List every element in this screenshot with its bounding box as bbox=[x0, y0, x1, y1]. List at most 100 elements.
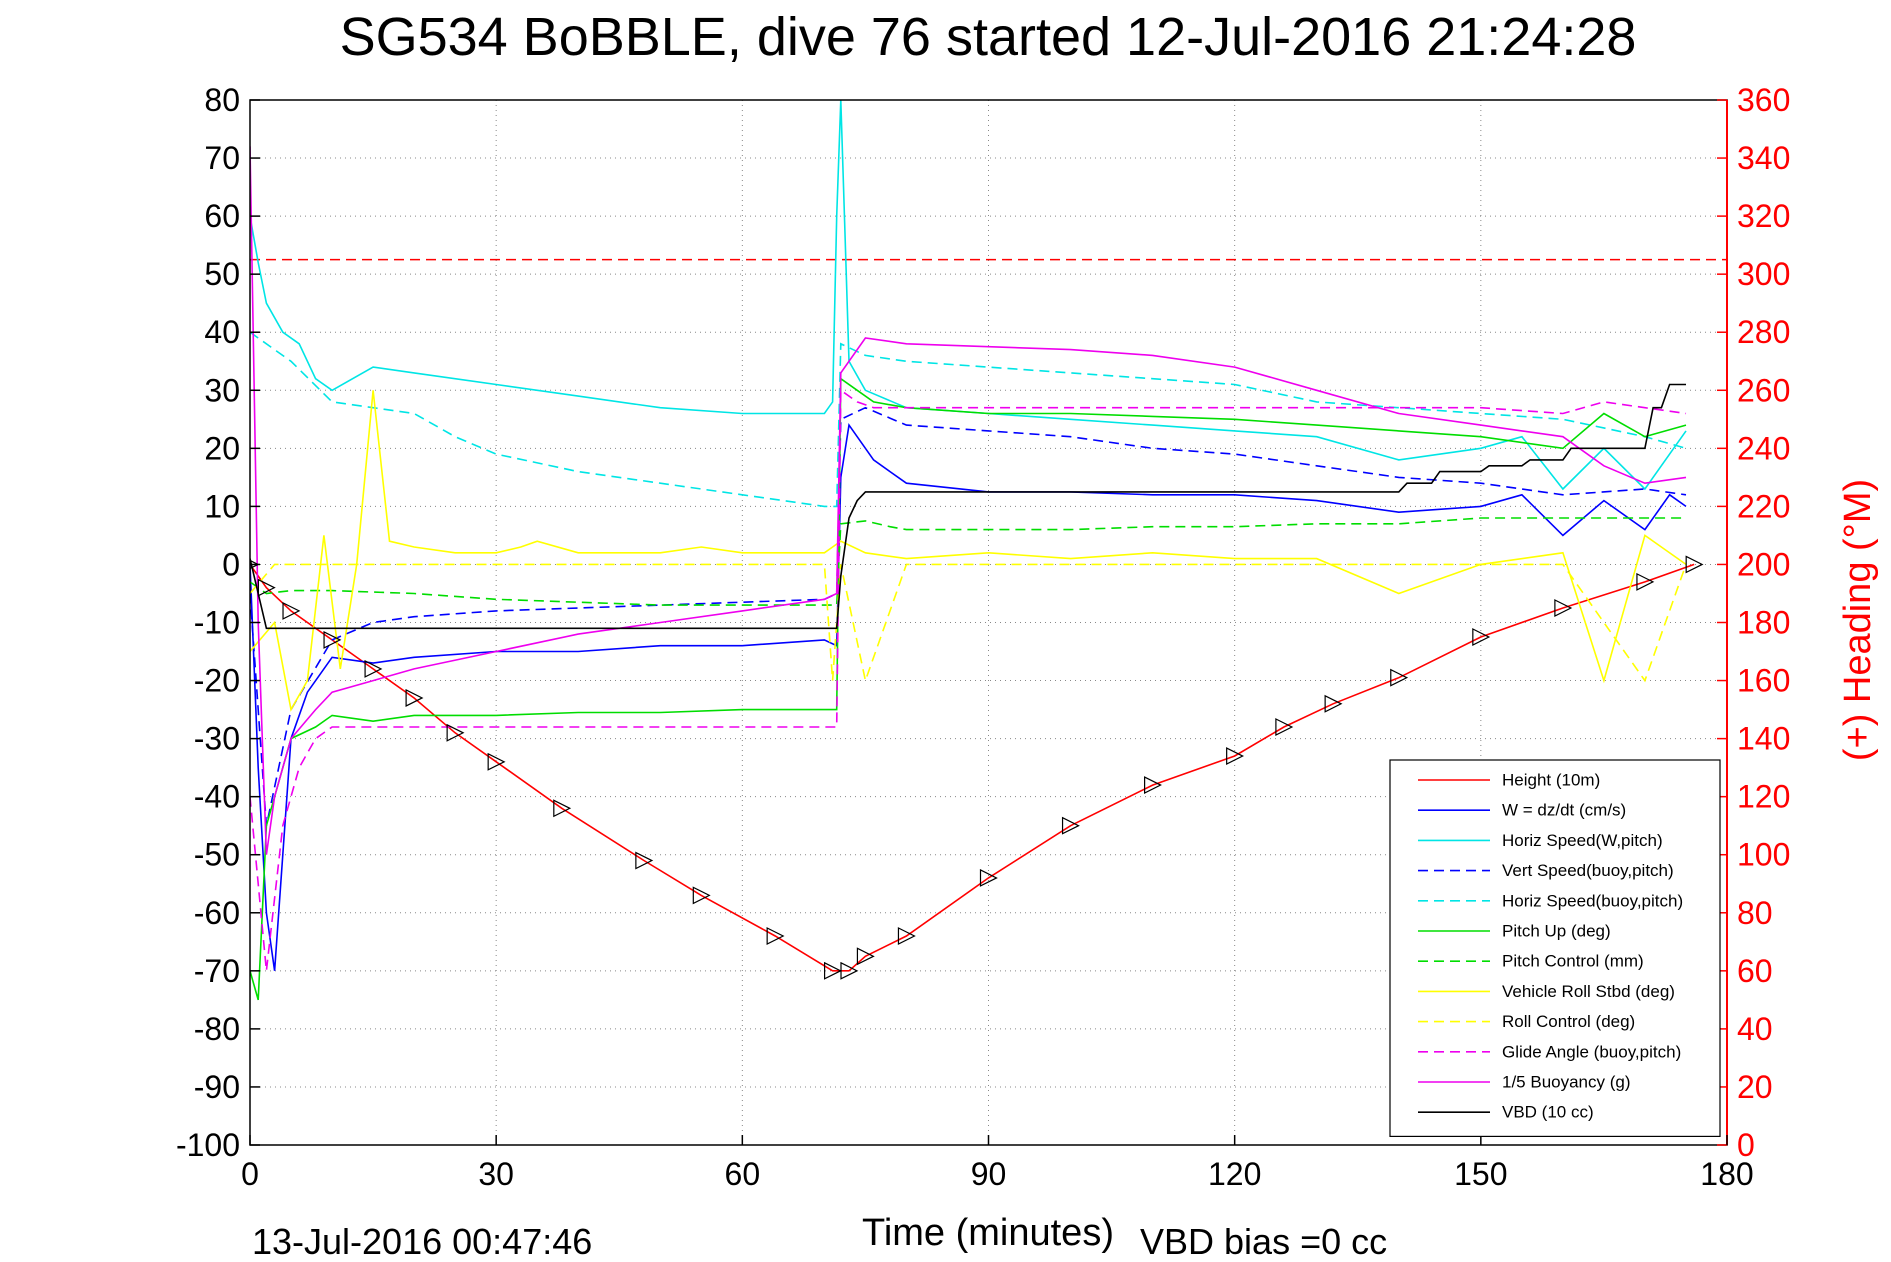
right-axis-tick-label: 260 bbox=[1737, 372, 1790, 408]
height-marker bbox=[897, 927, 916, 945]
left-axis-tick-label: -20 bbox=[194, 663, 240, 699]
x-axis-tick-label: 0 bbox=[241, 1156, 259, 1192]
right-axis-tick-label: 40 bbox=[1737, 1011, 1773, 1047]
left-axis-tick-label: -10 bbox=[194, 605, 240, 641]
series-line-vbd-10-cc bbox=[250, 383, 1686, 630]
chart-title: SG534 BoBBLE, dive 76 started 12-Jul-201… bbox=[340, 7, 1637, 67]
left-axis-tick-label: 50 bbox=[204, 256, 240, 292]
series-line-w-dz-dt-cm-s bbox=[250, 423, 1687, 971]
right-axis-tick-label: 120 bbox=[1737, 779, 1790, 815]
left-axis-tick-label: -90 bbox=[194, 1069, 240, 1105]
right-axis-tick-label: 360 bbox=[1737, 82, 1790, 118]
series-line-roll-control-deg bbox=[250, 563, 1687, 684]
left-axis-tick-label: 30 bbox=[204, 372, 240, 408]
left-axis-tick-label: -30 bbox=[194, 721, 240, 757]
left-axis-tick-label: -60 bbox=[194, 895, 240, 931]
right-axis-tick-label: 0 bbox=[1737, 1127, 1755, 1163]
legend-label-horiz-speed-w-pitch: Horiz Speed(W,pitch) bbox=[1502, 831, 1663, 850]
left-axis-tick-label: 0 bbox=[222, 546, 240, 582]
height-marker bbox=[487, 752, 506, 771]
height-marker bbox=[766, 927, 785, 945]
series-line-horiz-speed-buoy-pitch bbox=[250, 331, 1687, 508]
right-axis-tick-label: 60 bbox=[1737, 953, 1773, 989]
series-line-pitch-control-mm bbox=[250, 517, 1686, 606]
footer-date: 13-Jul-2016 00:47:46 bbox=[252, 1221, 592, 1262]
left-axis-tick-label: 80 bbox=[204, 82, 240, 118]
height-marker bbox=[1390, 668, 1409, 687]
series-line-horiz-speed-w-pitch bbox=[250, 100, 1687, 491]
right-axis-tick-label: 220 bbox=[1737, 488, 1790, 524]
right-axis-tick-label: 300 bbox=[1737, 256, 1790, 292]
right-axis-tick-label: 320 bbox=[1737, 198, 1790, 234]
height-marker bbox=[1636, 572, 1655, 591]
x-axis-tick-label: 30 bbox=[478, 1156, 514, 1192]
height-marker bbox=[553, 799, 572, 818]
x-axis-label: Time (minutes) bbox=[862, 1212, 1114, 1254]
footer-vbd-bias: VBD bias =0 cc bbox=[1140, 1221, 1387, 1262]
left-axis-tick-label: 40 bbox=[204, 314, 240, 350]
series-layer bbox=[250, 100, 1727, 1001]
series-line-vehicle-roll-stbd-deg bbox=[250, 390, 1687, 712]
right-axis-tick-label: 20 bbox=[1737, 1069, 1773, 1105]
right-axis-tick-label: 160 bbox=[1737, 663, 1790, 699]
height-marker bbox=[635, 851, 654, 870]
legend: Height (10m) W = dz/dt (cm/s) Horiz Speed(… bbox=[1389, 759, 1721, 1137]
left-axis-tick-label: -70 bbox=[194, 953, 240, 989]
height-marker bbox=[446, 723, 465, 742]
height-marker bbox=[1685, 555, 1704, 574]
series-line-height-10m bbox=[250, 563, 1695, 972]
left-axis-tick-label: 10 bbox=[204, 488, 240, 524]
left-axis-tick-label: 20 bbox=[204, 430, 240, 466]
right-axis-tick-label: 200 bbox=[1737, 546, 1790, 582]
x-axis-tick-label: 150 bbox=[1454, 1156, 1507, 1192]
height-marker bbox=[1226, 747, 1245, 765]
legend-label-1-5-buoyancy-g: 1/5 Buoyancy (g) bbox=[1502, 1073, 1631, 1092]
legend-label-pitch-control-mm: Pitch Control (mm) bbox=[1502, 952, 1644, 971]
height-marker bbox=[823, 961, 842, 980]
right-axis-tick-label: 140 bbox=[1737, 721, 1790, 757]
right-axis-tick-label: 180 bbox=[1737, 605, 1790, 641]
height-marker bbox=[1324, 694, 1343, 713]
height-marker bbox=[979, 868, 998, 887]
height-marker bbox=[1472, 628, 1491, 646]
height-marker bbox=[1144, 776, 1162, 795]
legend-box bbox=[1389, 759, 1721, 1137]
left-axis-tick-label: 60 bbox=[204, 198, 240, 234]
x-axis-tick-label: 90 bbox=[971, 1156, 1007, 1192]
height-marker bbox=[692, 886, 711, 905]
legend-label-w-dz-dt-cm-s: W = dz/dt (cm/s) bbox=[1502, 801, 1626, 820]
height-marker bbox=[282, 601, 301, 620]
height-marker bbox=[257, 578, 276, 597]
right-axis-tick-label: 100 bbox=[1737, 837, 1790, 873]
height-marker bbox=[1554, 599, 1573, 617]
legend-label-roll-control-deg: Roll Control (deg) bbox=[1502, 1012, 1635, 1031]
right-axis: 3603403203002802602402202001801601401201… bbox=[1717, 82, 1790, 1163]
height-marker bbox=[1061, 816, 1080, 835]
x-axis: 0 30 60 90 120 150 180 bbox=[241, 1135, 1754, 1192]
right-axis-tick-label: 240 bbox=[1737, 430, 1790, 466]
right-axis-tick-label: 80 bbox=[1737, 895, 1773, 931]
height-marker bbox=[840, 961, 859, 980]
left-axis-tick-label: -40 bbox=[194, 779, 240, 815]
legend-label-height-10m: Height (10m) bbox=[1502, 771, 1600, 790]
height-marker bbox=[364, 659, 383, 678]
legend-label-horiz-speed-buoy-pitch: Horiz Speed(buoy,pitch) bbox=[1502, 891, 1683, 910]
legend-label-vert-speed-buoy-pitch: Vert Speed(buoy,pitch) bbox=[1502, 861, 1674, 880]
series-line-vert-speed-buoy-pitch bbox=[250, 406, 1687, 826]
series-line-1-5-buoyancy-g bbox=[250, 146, 1687, 855]
left-axis-tick-label: -80 bbox=[194, 1011, 240, 1047]
legend-label-glide-angle-buoy-pitch: Glide Angle (buoy,pitch) bbox=[1502, 1042, 1681, 1061]
x-axis-tick-label: 60 bbox=[725, 1156, 761, 1192]
right-axis-tick-label: 280 bbox=[1737, 314, 1790, 350]
left-axis-tick-label: 70 bbox=[204, 140, 240, 176]
height-marker bbox=[405, 689, 424, 707]
height-marker bbox=[1275, 718, 1294, 736]
plot-area bbox=[250, 100, 1727, 1001]
x-axis-tick-label: 180 bbox=[1700, 1156, 1753, 1192]
left-axis-tick-label: -100 bbox=[176, 1127, 240, 1163]
legend-label-vehicle-roll-stbd-deg: Vehicle Roll Stbd (deg) bbox=[1502, 982, 1675, 1001]
left-axis-tick-label: -50 bbox=[194, 837, 240, 873]
left-axis: 80 70 60 50 40 30 20 10 0 -10 -20 -30 -40 -50 -60 -70 -8… bbox=[176, 82, 260, 1163]
legend-label-pitch-up-deg: Pitch Up (deg) bbox=[1502, 922, 1611, 941]
